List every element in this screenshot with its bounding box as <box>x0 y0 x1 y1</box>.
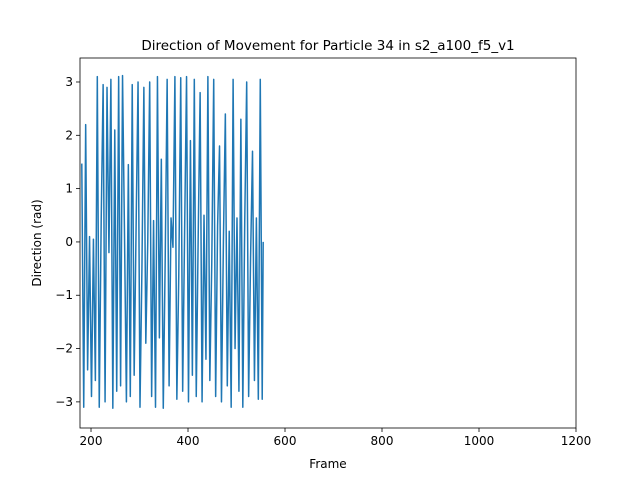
plot-frame <box>79 57 577 429</box>
y-tick-label: −2 <box>55 342 73 356</box>
x-tick-label: 1200 <box>561 434 592 448</box>
line-series <box>81 74 264 410</box>
y-tick-label: −1 <box>55 288 73 302</box>
y-tick-label: 3 <box>65 75 73 89</box>
x-tick-label: 400 <box>177 434 200 448</box>
y-tick-label: 1 <box>65 182 73 196</box>
x-tick-label: 600 <box>274 434 297 448</box>
chart-title: Direction of Movement for Particle 34 in… <box>141 38 514 54</box>
x-axis-label: Frame <box>309 457 346 471</box>
y-axis-label: Direction (rad) <box>30 199 44 286</box>
x-tick-label: 1000 <box>464 434 495 448</box>
x-tick-label: 200 <box>80 434 103 448</box>
y-tick-label: 0 <box>65 235 73 249</box>
y-tick-label: 2 <box>65 128 73 142</box>
y-tick-label: −3 <box>55 395 73 409</box>
x-tick-label: 800 <box>371 434 394 448</box>
